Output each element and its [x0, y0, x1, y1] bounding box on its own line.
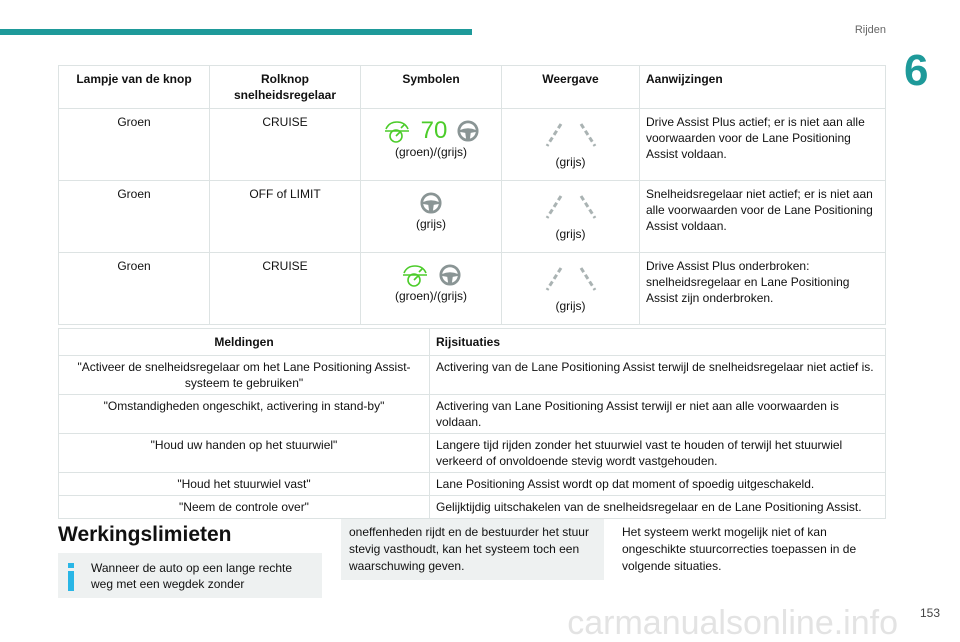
lamp-cell: Groen: [58, 180, 210, 253]
col-header: Weergave: [501, 65, 640, 109]
knob-cell: OFF of LIMIT: [209, 180, 361, 253]
note-cell: Drive Assist Plus onderbroken: snelheids…: [639, 252, 886, 325]
symbols-cell: (grijs): [360, 180, 502, 253]
lane-lines-icon: [541, 192, 601, 222]
view-cell: (grijs): [501, 108, 640, 181]
chapter-number: 6: [904, 46, 929, 95]
cruise-control-icon: [401, 263, 429, 287]
messages-table: Meldingen Rijsituaties "Activeer de snelh…: [58, 328, 886, 519]
cruise-control-icon: [383, 119, 411, 143]
lamp-cell: Groen: [58, 252, 210, 325]
message-cell: "Activeer de snelheidsregelaar om het La…: [58, 355, 430, 395]
message-cell: "Neem de controle over": [58, 495, 430, 519]
view-caption: (grijs): [555, 299, 586, 313]
info-text: Wanneer de auto op een lange rechte weg …: [91, 561, 293, 591]
watermark: carmanualsonline.info: [567, 604, 898, 642]
steering-wheel-icon: [439, 264, 461, 286]
situation-cell: Lane Positioning Assist wordt op dat mom…: [429, 472, 886, 496]
note-cell: Drive Assist Plus actief; er is niet aan…: [639, 108, 886, 181]
view-caption: (grijs): [555, 227, 586, 241]
situation-cell: Activering van Lane Positioning Assist t…: [429, 394, 886, 434]
section-heading: Werkingslimieten: [58, 523, 232, 546]
col-header: Lampje van de knop: [58, 65, 210, 109]
situation-cell: Gelijktijdig uitschakelen van de snelhei…: [429, 495, 886, 519]
steering-wheel-icon: [420, 192, 442, 214]
col-header: Rolknop snelheidsregelaar: [209, 65, 361, 109]
info-box: Wanneer de auto op een lange rechte weg …: [58, 553, 322, 598]
body-text: Het systeem werkt mogelijk niet of kan o…: [622, 525, 857, 573]
table-row: "Omstandigheden ongeschikt, activering i…: [58, 394, 886, 434]
view-caption: (grijs): [555, 155, 586, 169]
knob-cell: CRUISE: [209, 108, 361, 181]
col-header: Rijsituaties: [429, 328, 886, 356]
message-cell: "Houd het stuurwiel vast": [58, 472, 430, 496]
note-cell: Snelheidsregelaar niet actief; er is nie…: [639, 180, 886, 253]
page-number: 153: [919, 606, 940, 620]
knob-cell: CRUISE: [209, 252, 361, 325]
indicator-table: Lampje van de knop Rolknop snelheidsrege…: [58, 65, 886, 325]
table-row: Groen CRUISE (groen)/(grijs) (grijs) Dri…: [58, 252, 886, 325]
lane-lines-icon: [541, 264, 601, 294]
lane-lines-icon: [541, 120, 601, 150]
table-row: "Houd het stuurwiel vast" Lane Positionin…: [58, 472, 886, 496]
symbol-caption: (grijs): [416, 217, 446, 231]
symbol-caption: (groen)/(grijs): [394, 145, 467, 159]
situation-cell: Langere tijd rijden zonder het stuurwiel…: [429, 433, 886, 473]
table-row: Groen CRUISE 70 (groen)/(grijs) (grijs) D…: [58, 108, 886, 181]
table-row: "Neem de controle over" Gelijktijdig uits…: [58, 495, 886, 519]
table-row: Groen OFF of LIMIT (grijs) (grijs) Snelh…: [58, 180, 886, 253]
header-bar: [0, 29, 472, 35]
symbol-caption: (groen)/(grijs): [394, 289, 467, 303]
message-cell: "Omstandigheden ongeschikt, activering i…: [58, 394, 430, 434]
symbols-cell: 70 (groen)/(grijs): [360, 108, 502, 181]
steering-wheel-icon: [457, 120, 479, 142]
table-row: "Houd uw handen op het stuurwiel" Langere…: [58, 433, 886, 473]
col-header: Meldingen: [58, 328, 430, 356]
section-title: Rijden: [854, 24, 886, 36]
view-cell: (grijs): [501, 252, 640, 325]
symbols-cell: (groen)/(grijs): [360, 252, 502, 325]
view-cell: (grijs): [501, 180, 640, 253]
info-box-continued: oneffenheden rijdt en de bestuurder het …: [341, 519, 604, 580]
table-row: "Activeer de snelheidsregelaar om het La…: [58, 355, 886, 395]
message-cell: "Houd uw handen op het stuurwiel": [58, 433, 430, 473]
lamp-cell: Groen: [58, 108, 210, 181]
col-header: Symbolen: [360, 65, 502, 109]
info-icon: [68, 563, 74, 591]
col-header: Aanwijzingen: [639, 65, 886, 109]
info-text-continued: oneffenheden rijdt en de bestuurder het …: [349, 525, 589, 573]
speed-value: 70: [420, 117, 448, 144]
situation-cell: Activering van de Lane Positioning Assis…: [429, 355, 886, 395]
